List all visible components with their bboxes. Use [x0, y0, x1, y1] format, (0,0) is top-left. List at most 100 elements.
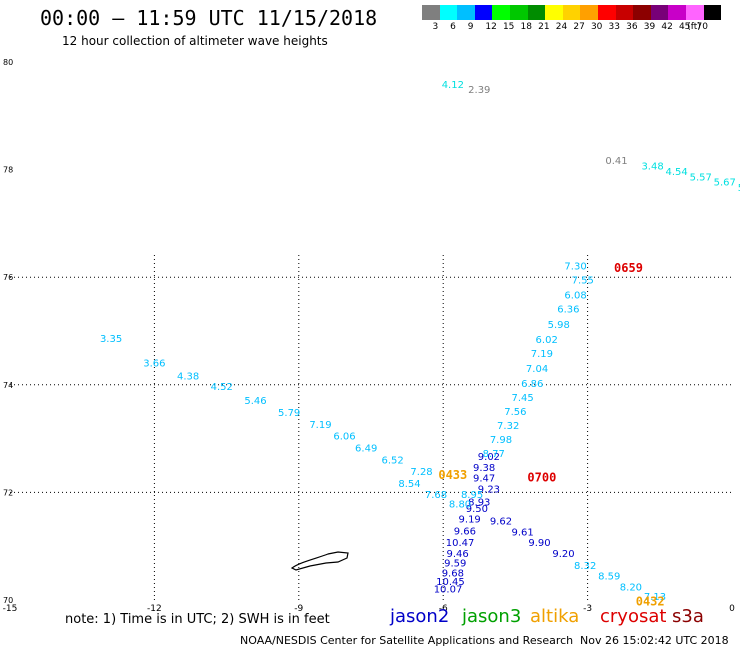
color-legend-labels: 3 6 9 12 15 18 21 24 27 30 33 36 39 42 45 70 (ft): [422, 22, 740, 34]
y-tick-label: 74: [3, 381, 13, 390]
legend-label: 70: [696, 22, 708, 32]
wave-height-label: 9.68: [442, 568, 464, 579]
wave-height-label: 7.19: [531, 349, 553, 360]
legend-swatch: [615, 5, 634, 20]
wave-height-label: 7.19: [309, 420, 331, 431]
mission-label-jason2: jason2: [390, 606, 450, 627]
legend-label: 9: [467, 22, 474, 32]
wave-height-label: 8.20: [620, 582, 642, 593]
legend-label: 6: [450, 22, 456, 32]
wave-height-label: 6.49: [355, 444, 377, 455]
wave-height-label: 7.13: [644, 592, 666, 603]
wave-height-label: 0.41: [605, 156, 627, 167]
wave-height-label: 7.68: [425, 490, 447, 501]
pass-time-label: 0433: [438, 468, 467, 482]
wave-height-label: 7.30: [564, 262, 586, 273]
legend-swatch: [527, 5, 546, 20]
wave-height-label: 8.93: [468, 497, 490, 508]
mission-label-s3a: s3a: [672, 606, 704, 627]
wave-height-label: 5.90: [738, 183, 740, 194]
wave-height-label: 8.32: [574, 561, 596, 572]
mission-label-altika: altika: [530, 606, 580, 627]
legend-swatch: [650, 5, 669, 20]
wave-height-label: 4.12: [442, 80, 464, 91]
wave-height-label: 6.06: [333, 432, 355, 443]
wave-height-label: 5.79: [278, 408, 300, 419]
wave-height-label: 9.90: [528, 538, 550, 549]
legend-label: 42: [661, 22, 673, 32]
legend-label: 15: [502, 22, 515, 32]
wave-height-label: 9.20: [552, 549, 574, 560]
legend-label: 3: [432, 22, 439, 32]
legend-swatch: [597, 5, 616, 20]
x-tick-label: -3: [583, 604, 592, 614]
wave-height-label: 9.02: [478, 452, 500, 463]
legend-swatch: [422, 5, 440, 20]
wave-height-label: 7.28: [410, 467, 432, 478]
legend-unit: (ft): [687, 22, 701, 32]
wave-height-label: 2.39: [468, 85, 490, 96]
legend-swatch: [668, 5, 686, 20]
wave-height-label: 9.59: [444, 559, 466, 570]
x-tick-label: -9: [294, 604, 303, 614]
wave-height-label: 9.62: [490, 517, 512, 528]
page-title: 00:00 – 11:59 UTC 11/15/2018: [40, 6, 378, 30]
footer-timestamp: Nov 26 15:02:42 UTC 2018: [580, 634, 729, 647]
legend-label: 39: [643, 22, 656, 32]
wave-height-label: 3.66: [143, 359, 165, 370]
wave-height-label: 4.38: [177, 371, 199, 382]
footer-credit: NOAA/NESDIS Center for Satellite Applica…: [240, 634, 574, 647]
legend-swatch: [457, 5, 475, 20]
y-tick-label: 80: [3, 58, 13, 67]
wave-height-label: 5.46: [244, 396, 266, 407]
mission-label-jason3: jason3: [462, 606, 522, 627]
wave-height-label: 7.32: [497, 421, 519, 432]
wave-height-label: 7.45: [511, 393, 533, 404]
y-tick-label: 70: [3, 596, 13, 605]
pass-time-label: 0432: [636, 594, 665, 608]
wave-height-label: 3.48: [641, 162, 663, 173]
x-tick-label: -6: [439, 604, 448, 614]
wave-height-label: 8.59: [598, 572, 620, 583]
legend-swatch: [509, 5, 528, 20]
wave-height-label: 9.46: [447, 549, 469, 560]
wave-height-label: 3.35: [100, 334, 122, 345]
legend-swatch: [703, 5, 722, 20]
wave-height-label: 9.19: [459, 515, 481, 526]
wave-height-label: 10.07: [434, 584, 463, 595]
wave-height-label: 4.52: [211, 382, 233, 393]
legend-swatch: [545, 5, 563, 20]
wave-height-label: 6.02: [536, 335, 558, 346]
wave-height-label: 9.47: [473, 474, 495, 485]
legend-label: 12: [485, 22, 497, 32]
wave-height-label: 9.66: [454, 526, 476, 537]
note-text: note: 1) Time is in UTC; 2) SWH is in fe…: [65, 612, 330, 627]
wave-height-label: 10.45: [436, 577, 465, 588]
legend-label: 30: [590, 22, 603, 32]
wave-height-label: 8.77: [483, 449, 505, 460]
wave-height-label: 9.23: [478, 484, 500, 495]
wave-height-label: 9.61: [511, 527, 533, 538]
legend-label: 18: [520, 22, 532, 32]
wave-height-label: 6.08: [564, 291, 586, 302]
wave-height-label: 10.47: [446, 538, 475, 549]
wave-height-label: 9.50: [466, 504, 488, 515]
legend-swatch: [474, 5, 493, 20]
wave-height-label: 9.38: [473, 463, 495, 474]
wave-height-label: 8.95: [461, 490, 483, 501]
mission-label-cryosat: cryosat: [600, 606, 667, 627]
y-tick-label: 76: [3, 273, 13, 282]
legend-label: 21: [538, 22, 550, 32]
legend-label: 45: [678, 22, 691, 32]
wave-height-label: 8.80: [449, 499, 471, 510]
wave-height-label: 7.55: [572, 276, 594, 287]
wave-height-label: 7.56: [504, 407, 526, 418]
pass-time-label: 0659: [614, 261, 643, 275]
wave-height-label: 8.54: [398, 479, 420, 490]
wave-height-label: 6.86: [521, 379, 543, 390]
wave-height-label: 7.04: [526, 364, 548, 375]
wave-height-label: 7.98: [490, 435, 512, 446]
x-tick-label: 0: [729, 604, 735, 614]
